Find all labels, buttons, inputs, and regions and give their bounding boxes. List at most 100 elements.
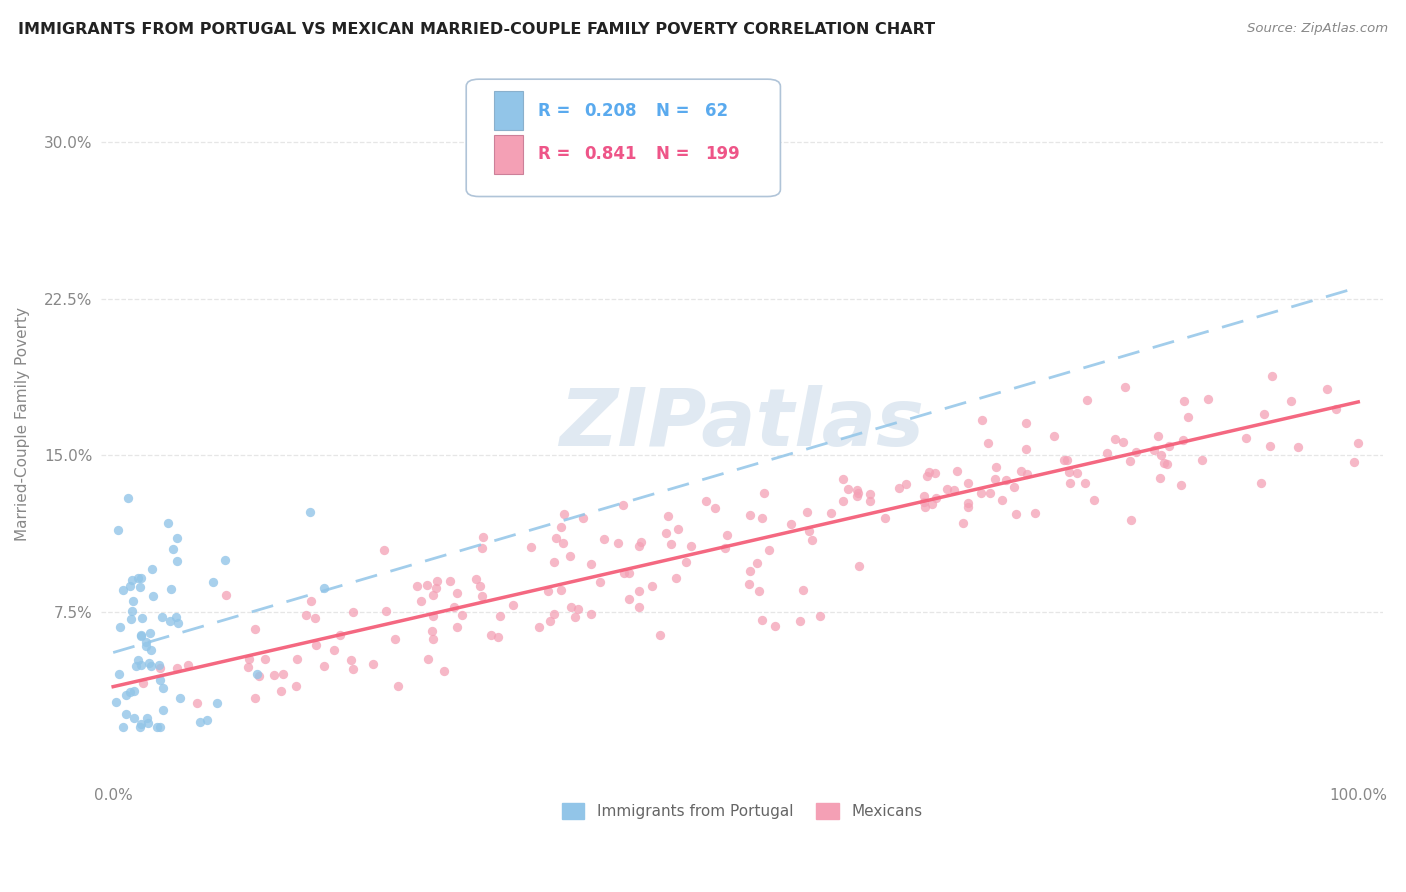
Point <box>748 583 770 598</box>
Point <box>270 683 292 698</box>
Point <box>1125 445 1147 459</box>
Point <box>186 696 208 710</box>
Point <box>845 489 868 503</box>
Point <box>486 630 509 644</box>
Point <box>1149 470 1171 484</box>
Point <box>889 481 911 495</box>
Point <box>627 583 650 598</box>
Point <box>254 652 277 666</box>
Point <box>747 557 769 571</box>
Point <box>236 660 259 674</box>
Point <box>1347 436 1369 450</box>
Point <box>1191 452 1213 467</box>
Point <box>214 553 236 567</box>
Point <box>572 511 595 525</box>
Point <box>713 541 735 556</box>
Point <box>848 558 870 573</box>
Point <box>152 681 174 695</box>
Point <box>665 571 688 585</box>
Point <box>479 628 502 642</box>
Point <box>859 487 882 501</box>
Point <box>107 524 129 538</box>
Point <box>977 436 1000 450</box>
Point <box>560 599 582 614</box>
Point <box>763 619 786 633</box>
Point <box>543 607 565 621</box>
Point <box>796 505 818 519</box>
Point <box>1024 507 1046 521</box>
Point <box>122 711 145 725</box>
Point <box>991 493 1014 508</box>
Point <box>471 541 494 556</box>
Text: 0.841: 0.841 <box>585 145 637 163</box>
Point <box>551 535 574 549</box>
Point <box>808 609 831 624</box>
Point <box>846 486 869 500</box>
Y-axis label: Married-Couple Family Poverty: Married-Couple Family Poverty <box>15 307 30 541</box>
Point <box>120 685 142 699</box>
Point <box>298 505 321 519</box>
Point <box>129 658 152 673</box>
Point <box>957 496 980 510</box>
Point <box>470 579 492 593</box>
Point <box>648 628 671 642</box>
Point <box>159 582 181 597</box>
Point <box>969 486 991 500</box>
Point <box>471 530 494 544</box>
Point <box>845 483 868 497</box>
Point <box>166 661 188 675</box>
Point <box>912 489 935 503</box>
Point <box>925 491 948 505</box>
Point <box>406 579 429 593</box>
Point <box>1143 442 1166 457</box>
Point <box>1150 448 1173 462</box>
Point <box>169 691 191 706</box>
Point <box>1153 457 1175 471</box>
Point <box>567 601 589 615</box>
Point <box>1234 430 1257 444</box>
Point <box>1253 408 1275 422</box>
Point <box>1010 464 1032 478</box>
Point <box>124 658 146 673</box>
Point <box>263 667 285 681</box>
Point <box>271 667 294 681</box>
Point <box>751 511 773 525</box>
Point <box>285 652 308 666</box>
Point <box>1119 454 1142 468</box>
Point <box>139 643 162 657</box>
Point <box>112 720 135 734</box>
Point <box>122 684 145 698</box>
Point <box>166 554 188 568</box>
Point <box>121 573 143 587</box>
Point <box>177 657 200 672</box>
Point <box>443 599 465 614</box>
Point <box>641 579 664 593</box>
Point <box>342 605 364 619</box>
Point <box>118 579 141 593</box>
Point <box>142 589 165 603</box>
Point <box>657 508 679 523</box>
Point <box>564 610 586 624</box>
Point <box>121 594 143 608</box>
Point <box>995 473 1018 487</box>
Point <box>659 537 682 551</box>
Point <box>918 465 941 479</box>
Point <box>136 716 159 731</box>
Point <box>299 593 322 607</box>
Point <box>136 711 159 725</box>
Point <box>426 574 449 589</box>
Text: N =: N = <box>657 145 696 163</box>
Point <box>628 599 651 614</box>
Point <box>150 610 173 624</box>
Point <box>374 604 396 618</box>
Point <box>924 466 946 480</box>
Point <box>952 516 974 530</box>
Point <box>1104 432 1126 446</box>
Point <box>921 496 943 510</box>
Text: 199: 199 <box>704 145 740 163</box>
Point <box>323 643 346 657</box>
Point <box>579 607 602 621</box>
Point <box>314 658 336 673</box>
Point <box>132 676 155 690</box>
Point <box>1343 455 1365 469</box>
